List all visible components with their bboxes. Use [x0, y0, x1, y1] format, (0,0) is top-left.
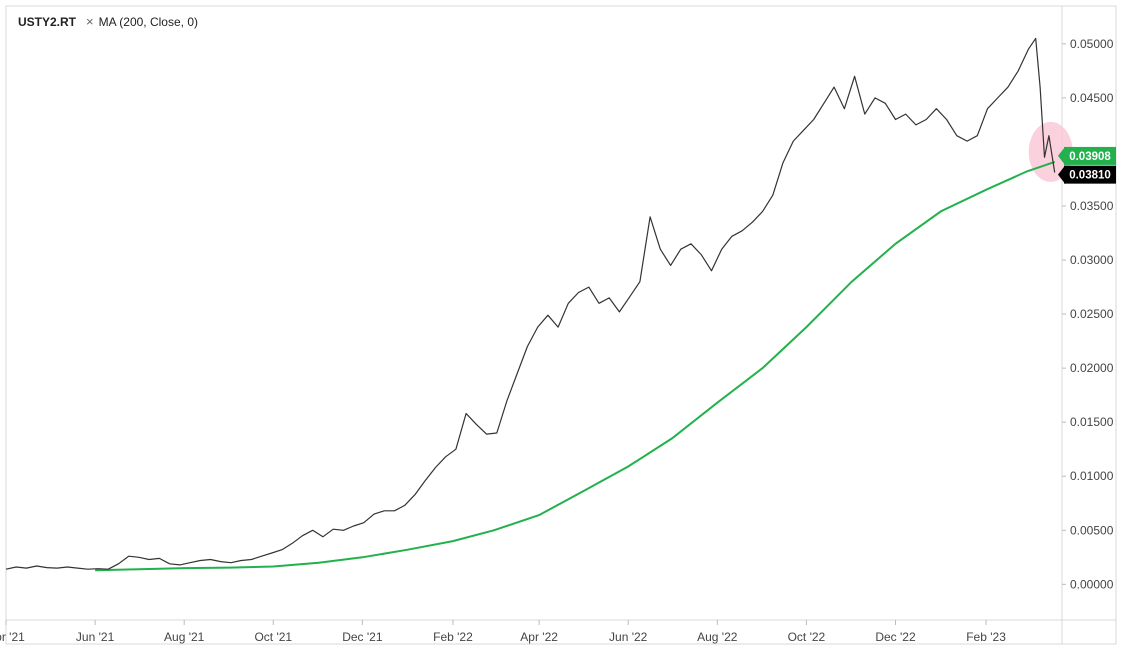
price-value-badge: 0.03810: [1058, 165, 1116, 184]
legend-indicator: × MA (200, Close, 0): [86, 14, 198, 29]
chart-legend: USTY2.RT × MA (200, Close, 0): [18, 14, 198, 29]
close-icon[interactable]: ×: [86, 14, 94, 29]
ma-value-badge-box: [1064, 146, 1116, 165]
x-tick-label: Dec '21: [342, 630, 383, 644]
y-tick-label: 0.02000: [1070, 361, 1114, 375]
series-ma-line: [95, 160, 1056, 572]
y-tick-label: 0.04500: [1070, 91, 1114, 105]
x-tick-label: Jun '21: [76, 630, 115, 644]
x-tick-label: Feb '22: [433, 630, 473, 644]
legend-symbol: USTY2.RT: [18, 14, 77, 29]
series-price-line: [5, 37, 1056, 570]
x-tick-label: Aug '21: [164, 630, 205, 644]
x-tick-label: Aug '22: [697, 630, 738, 644]
y-tick-label: 0.05000: [1070, 37, 1114, 51]
x-tick-label: Oct '21: [254, 630, 292, 644]
y-tick-label: 0.00000: [1070, 577, 1114, 591]
x-tick-label: Feb '23: [966, 630, 1006, 644]
x-tick-label: Jun '22: [609, 630, 648, 644]
y-tick-label: 0.03000: [1070, 253, 1114, 267]
chart-frame: [5, 5, 1117, 645]
y-tick-label: 0.03500: [1070, 199, 1114, 213]
x-tick-label: Apr '21: [0, 630, 25, 644]
ma-value-badge: 0.03908: [1058, 146, 1116, 165]
ma-value-badge-text: 0.03908: [1069, 151, 1111, 163]
price-value-badge-box: [1064, 165, 1116, 184]
price-value-badge-text: 0.03810: [1069, 170, 1111, 182]
x-tick-label: Apr '22: [520, 630, 558, 644]
y-tick-label: 0.00500: [1070, 523, 1114, 537]
y-tick-label: 0.02500: [1070, 307, 1114, 321]
x-tick-label: Dec '22: [875, 630, 916, 644]
legend-indicator-label: MA (200, Close, 0): [98, 14, 198, 29]
ma-value-badge-pointer: [1058, 146, 1065, 165]
axes: 0.00000 0.00500 0.01000 0.01500 0.02000 0.025…: [0, 5, 1117, 645]
price-value-badge-pointer: [1058, 165, 1065, 184]
x-tick-label: Oct '22: [788, 630, 826, 644]
y-tick-label: 0.01500: [1070, 415, 1114, 429]
value-badges: 0.03908 0.03810: [1058, 146, 1116, 184]
y-tick-label: 0.01000: [1070, 469, 1114, 483]
series: [5, 37, 1056, 572]
